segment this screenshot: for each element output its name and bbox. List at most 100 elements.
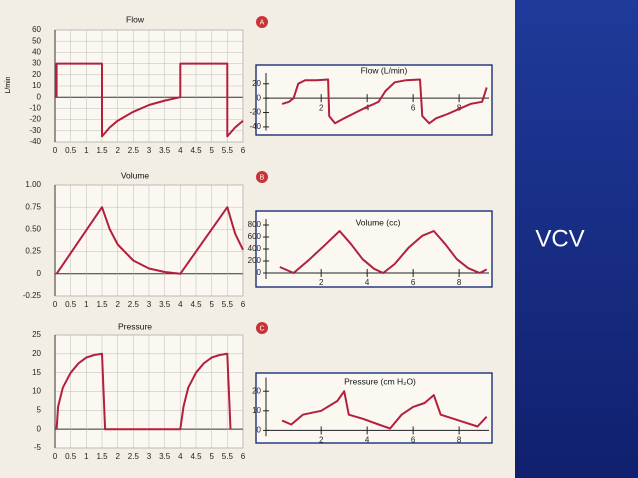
x-tick-label: 2.5 (128, 146, 140, 155)
x-tick-label: 0.5 (65, 300, 77, 309)
x-tick-label: 4.5 (190, 300, 202, 309)
y-tick-label: 200 (248, 256, 262, 265)
chart-title: Flow (126, 14, 145, 24)
x-tick-label: 0.5 (65, 452, 77, 461)
y-tick-label: 20 (252, 79, 261, 88)
chart-title: Volume (121, 170, 150, 180)
x-tick-label: 2 (115, 300, 120, 309)
panel-frame (255, 372, 493, 444)
x-tick-label: 5 (209, 300, 214, 309)
chart-title: Pressure (118, 321, 152, 331)
y-tick-label: 600 (248, 232, 262, 241)
x-tick-label: 0.5 (65, 146, 77, 155)
y-tick-label: -40 (249, 122, 261, 131)
x-tick-label: 5 (209, 146, 214, 155)
x-tick-label: 0 (53, 146, 58, 155)
chart-title: Pressure (cm H₂O) (344, 376, 416, 386)
y-tick-label: 0 (257, 268, 262, 277)
y-tick-label: 0 (257, 93, 262, 102)
y-tick-label: 400 (248, 244, 262, 253)
x-tick-label: 2.5 (128, 300, 140, 309)
y-tick-label: 40 (32, 48, 41, 57)
panel-badge (256, 322, 268, 334)
panel-frame (255, 64, 493, 136)
data-line (55, 206, 244, 275)
y-axis-label: L/min (5, 76, 12, 93)
x-tick-label: 3 (147, 300, 152, 309)
x-tick-label: 3 (147, 452, 152, 461)
y-tick-label: -0.25 (23, 291, 42, 300)
x-tick-label: 3.5 (159, 452, 171, 461)
x-tick-label: 3.5 (159, 146, 171, 155)
data-line (279, 230, 488, 274)
y-tick-label: -40 (29, 137, 41, 146)
data-line (281, 78, 488, 125)
x-tick-label: 4 (178, 300, 183, 309)
chart-title: Flow (L/min) (361, 65, 408, 75)
y-tick-label: 0.75 (25, 202, 41, 211)
x-tick-label: 4 (178, 146, 183, 155)
y-tick-label: 5 (37, 405, 42, 414)
panel-label: B (260, 174, 265, 181)
x-tick-label: 4 (365, 278, 370, 287)
x-tick-label: 1 (84, 300, 89, 309)
x-tick-label: 2.5 (128, 452, 140, 461)
x-tick-label: 3 (147, 146, 152, 155)
panel-badge (256, 16, 268, 28)
x-tick-label: 6 (411, 436, 416, 445)
x-tick-label: 5.5 (222, 452, 234, 461)
y-tick-label: 20 (32, 349, 41, 358)
y-tick-label: -30 (29, 126, 41, 135)
y-tick-label: 30 (32, 59, 41, 68)
y-tick-label: 20 (32, 70, 41, 79)
y-tick-label: 800 (248, 220, 262, 229)
x-tick-label: 0 (53, 452, 58, 461)
x-tick-label: 2 (319, 278, 324, 287)
x-tick-label: 2 (115, 146, 120, 155)
slide-label: VCV (535, 225, 584, 252)
x-tick-label: 1 (84, 146, 89, 155)
y-tick-label: 25 (32, 330, 41, 339)
panel-frame (255, 210, 493, 288)
x-tick-label: 8 (457, 436, 462, 445)
x-tick-label: 4.5 (190, 452, 202, 461)
x-tick-label: 4 (178, 452, 183, 461)
y-tick-label: 20 (252, 386, 261, 395)
x-tick-label: 1.5 (96, 300, 108, 309)
x-tick-label: 1.5 (96, 452, 108, 461)
x-tick-label: 4.5 (190, 146, 202, 155)
data-line (55, 62, 244, 138)
y-tick-label: 50 (32, 36, 41, 45)
x-tick-label: 6 (241, 146, 246, 155)
panel-badge (256, 171, 268, 183)
data-line (281, 390, 488, 430)
x-tick-label: 6 (241, 300, 246, 309)
x-tick-label: 5.5 (222, 300, 234, 309)
x-tick-label: 6 (411, 103, 416, 112)
y-tick-label: -5 (34, 443, 42, 452)
y-tick-label: -20 (249, 108, 261, 117)
panel-label: C (259, 325, 264, 332)
y-tick-label: 0 (257, 426, 262, 435)
x-tick-label: 3.5 (159, 300, 171, 309)
x-tick-label: 2 (319, 436, 324, 445)
x-tick-label: 2 (115, 452, 120, 461)
data-line (55, 352, 232, 431)
x-tick-label: 6 (241, 452, 246, 461)
y-tick-label: 0 (37, 269, 42, 278)
x-tick-label: 0 (53, 300, 58, 309)
y-tick-label: -20 (29, 115, 41, 124)
x-tick-label: 1 (84, 452, 89, 461)
x-tick-label: 5.5 (222, 146, 234, 155)
y-tick-label: 10 (32, 387, 41, 396)
x-tick-label: 8 (457, 278, 462, 287)
chart-title: Volume (cc) (356, 217, 401, 227)
y-tick-label: 0 (37, 424, 42, 433)
y-tick-label: 10 (32, 81, 41, 90)
x-tick-label: 2 (319, 103, 324, 112)
x-tick-label: 4 (365, 436, 370, 445)
x-tick-label: 1.5 (96, 146, 108, 155)
y-tick-label: 10 (252, 406, 261, 415)
